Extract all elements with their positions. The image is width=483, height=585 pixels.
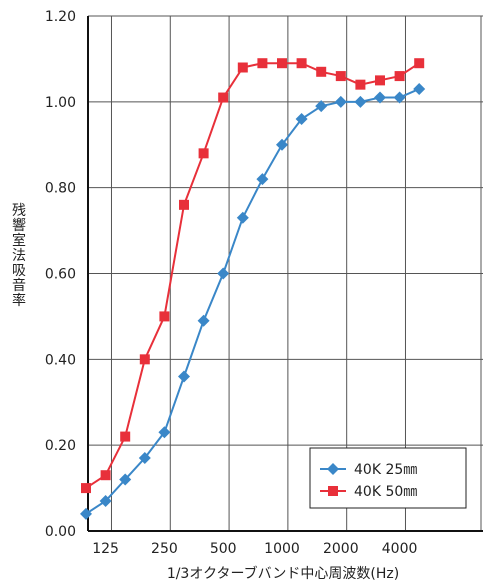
x-tick-labels: 125 250 500 1000 2000 4000: [92, 541, 417, 557]
legend-label: 40K 25㎜: [354, 462, 417, 478]
legend-marker: [327, 463, 339, 475]
x-axis-label: 1/3オクターブバンド中心周波数(Hz): [167, 565, 399, 582]
y-tick-label: 0.60: [45, 267, 76, 283]
data-point: [99, 494, 112, 507]
data-point: [315, 100, 328, 113]
data-point: [354, 95, 367, 108]
axes: [87, 16, 483, 532]
data-point: [335, 71, 346, 82]
data-point: [316, 66, 327, 77]
data-point: [277, 58, 287, 69]
data-point: [355, 79, 366, 90]
x-tick-label: 250: [151, 541, 178, 557]
data-point: [100, 470, 111, 481]
data-point: [394, 71, 405, 82]
y-tick-label: 0.00: [45, 524, 76, 540]
y-tick-label: 1.20: [45, 9, 76, 25]
x-tick-label: 500: [210, 541, 237, 557]
data-point: [138, 452, 151, 465]
y-axis-label: 残響室法吸音率: [10, 203, 26, 308]
data-point: [236, 211, 249, 224]
data-point: [119, 473, 132, 486]
x-tick-label: 4000: [382, 541, 418, 557]
data-point: [179, 199, 189, 210]
data-point: [374, 91, 386, 104]
y-tick-label: 0.40: [45, 352, 76, 368]
data-point: [218, 92, 229, 103]
data-point: [158, 426, 171, 439]
legend-marker: [328, 486, 338, 496]
y-tick-labels: 0.00 0.20 0.40 0.60 0.80 1.00 1.20: [45, 9, 76, 540]
x-tick-label: 2000: [323, 541, 359, 557]
data-point: [237, 62, 248, 73]
legend: 40K 25㎜ 40K 50㎜: [309, 447, 467, 509]
data-point: [257, 58, 268, 69]
series-layer: [80, 58, 426, 520]
series-1: [80, 82, 426, 520]
data-point: [393, 91, 406, 104]
data-point: [276, 138, 288, 151]
legend-label: 40K 50㎜: [354, 484, 417, 500]
data-point: [295, 113, 308, 125]
data-point: [159, 311, 170, 322]
data-point: [197, 314, 210, 327]
series-line: [85, 62, 420, 489]
data-point: [256, 173, 269, 186]
data-point: [81, 483, 91, 494]
y-tick-label: 1.00: [45, 95, 76, 111]
data-point: [334, 95, 347, 108]
legend-item: 40K 25㎜: [320, 462, 417, 478]
data-point: [80, 507, 92, 520]
legend-item: 40K 50㎜: [320, 484, 417, 500]
series-2: [81, 58, 425, 494]
y-tick-label: 0.20: [45, 438, 76, 454]
y-tick-label: 0.80: [45, 181, 76, 197]
legend-box: [309, 447, 467, 509]
x-tick-label: 125: [92, 541, 119, 557]
data-point: [413, 82, 426, 95]
data-point: [414, 58, 425, 69]
data-point: [120, 431, 131, 442]
data-point: [375, 75, 385, 86]
data-point: [198, 148, 209, 159]
x-tick-label: 1000: [264, 541, 300, 557]
data-point: [139, 354, 150, 365]
data-point: [296, 58, 307, 69]
data-point: [178, 370, 190, 383]
data-point: [217, 267, 230, 280]
